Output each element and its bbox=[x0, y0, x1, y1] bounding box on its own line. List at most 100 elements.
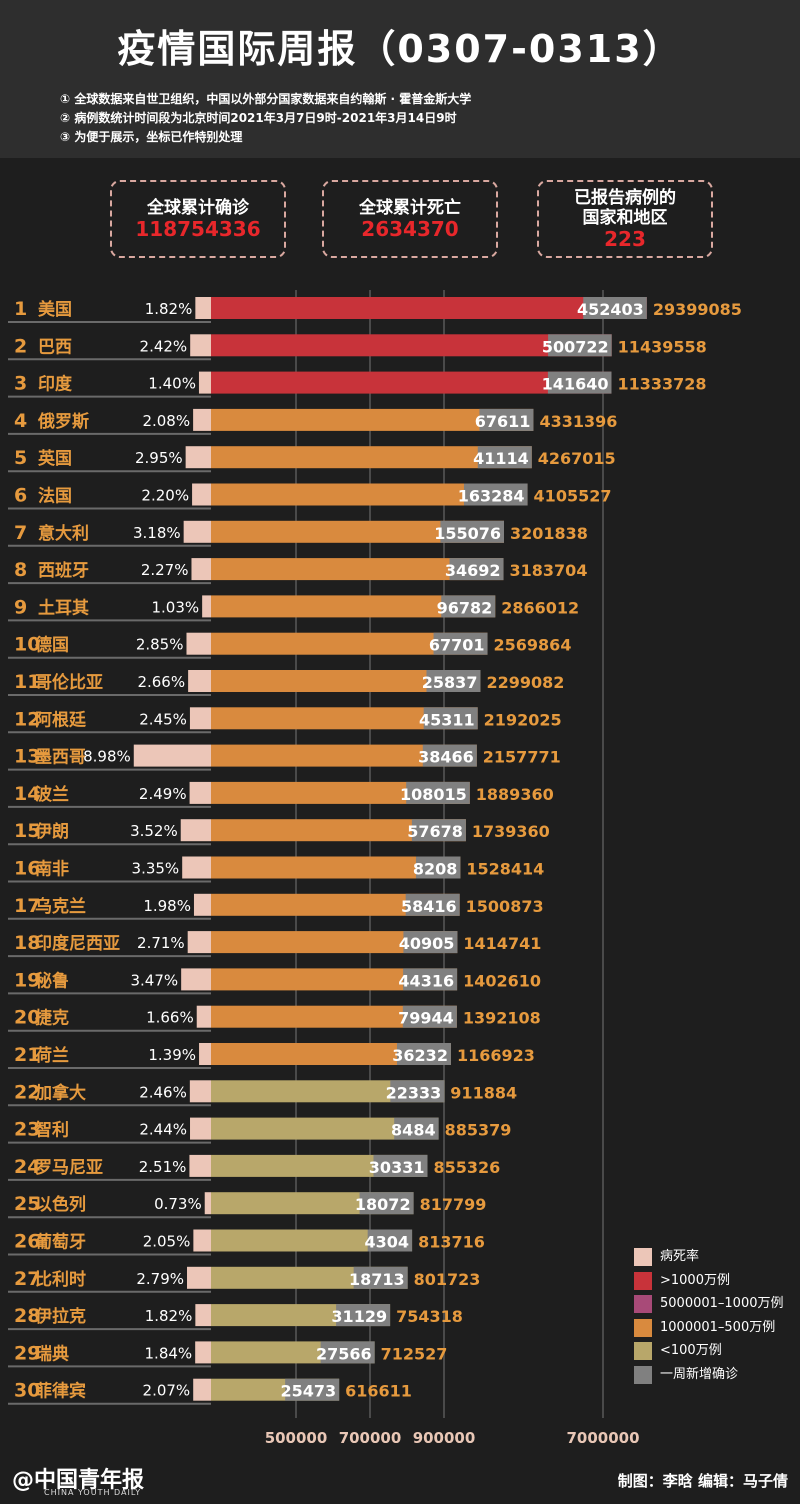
legend-label: <100万例 bbox=[660, 1343, 722, 1359]
axis-tick-label: 7000000 bbox=[566, 1429, 639, 1447]
rate-label: 1.84% bbox=[145, 1344, 193, 1362]
country-label: 瑞典 bbox=[35, 1343, 69, 1364]
weekly-bar bbox=[449, 558, 504, 581]
rate-label: 8.98% bbox=[83, 748, 131, 766]
country-label: 葡萄牙 bbox=[34, 1232, 86, 1253]
axis-tick-label: 900000 bbox=[413, 1429, 476, 1447]
country-label: 土耳其 bbox=[38, 597, 89, 618]
weekly-label: 96782 bbox=[437, 598, 493, 617]
rate-bar bbox=[195, 1341, 211, 1364]
country-label: 比利时 bbox=[35, 1269, 86, 1290]
weekly-bar bbox=[441, 595, 496, 618]
total-label: 801723 bbox=[414, 1270, 481, 1289]
weekly-bar bbox=[373, 1154, 428, 1177]
stat-value: 2634370 bbox=[361, 217, 459, 241]
total-label: 2157771 bbox=[483, 748, 561, 767]
weekly-bar bbox=[463, 483, 528, 506]
weekly-bar bbox=[396, 1043, 451, 1065]
country-label: 加拿大 bbox=[34, 1082, 86, 1103]
weekly-bar bbox=[422, 744, 477, 767]
total-bar bbox=[211, 1229, 413, 1252]
country-label: 南非 bbox=[35, 859, 69, 880]
total-bar bbox=[211, 670, 481, 692]
country-label: 意大利 bbox=[38, 523, 89, 544]
weekly-bar bbox=[359, 1192, 414, 1215]
rank-label: 9 bbox=[14, 596, 27, 618]
rank-label: 3 bbox=[14, 373, 27, 395]
weekly-bar bbox=[411, 819, 466, 842]
total-bar bbox=[211, 297, 647, 319]
total-bar bbox=[211, 856, 461, 879]
legend-swatch bbox=[634, 1366, 652, 1384]
stat-countries: 已报告病例的国家和地区 223 bbox=[537, 180, 713, 258]
weekly-bar bbox=[547, 371, 612, 394]
rate-bar bbox=[192, 483, 211, 506]
rate-bar bbox=[187, 931, 211, 954]
total-label: 1528414 bbox=[466, 860, 544, 879]
weekly-bar bbox=[405, 893, 460, 916]
rate-label: 2.71% bbox=[137, 934, 185, 952]
rate-bar bbox=[193, 408, 211, 431]
weekly-label: 25837 bbox=[422, 673, 478, 692]
total-label: 11439558 bbox=[618, 337, 707, 356]
rank-label: 17 bbox=[14, 895, 40, 917]
weekly-label: 18072 bbox=[355, 1195, 411, 1214]
axis-tick-label: 500000 bbox=[265, 1429, 328, 1447]
country-label: 印度 bbox=[38, 374, 73, 395]
rate-label: 2.27% bbox=[141, 561, 189, 579]
stat-value: 118754336 bbox=[135, 217, 261, 241]
country-label: 哥伦比亚 bbox=[35, 672, 103, 693]
weekly-label: 22333 bbox=[386, 1083, 442, 1102]
total-bar bbox=[211, 1043, 451, 1065]
rank-label: 13 bbox=[14, 746, 40, 768]
total-label: 3201838 bbox=[510, 524, 588, 543]
total-bar bbox=[211, 632, 488, 655]
total-label: 2192025 bbox=[484, 710, 562, 729]
rank-label: 8 bbox=[14, 559, 27, 581]
country-label: 俄罗斯 bbox=[37, 411, 89, 432]
country-label: 捷克 bbox=[35, 1008, 69, 1029]
rate-bar bbox=[182, 856, 211, 879]
total-bar bbox=[211, 558, 504, 581]
axis-tick-label: 700000 bbox=[339, 1429, 402, 1447]
weekly-label: 36232 bbox=[392, 1046, 448, 1065]
page-title: 疫情国际周报（0307-0313） bbox=[117, 27, 683, 71]
total-label: 2299082 bbox=[486, 673, 564, 692]
rate-label: 2.08% bbox=[142, 412, 190, 430]
weekly-bar bbox=[415, 856, 461, 879]
total-bar bbox=[211, 931, 458, 954]
weekly-bar bbox=[433, 632, 488, 655]
total-label: 1166923 bbox=[457, 1046, 535, 1065]
legend-label: 5000001–1000万例 bbox=[660, 1296, 784, 1312]
country-label: 罗马尼亚 bbox=[35, 1158, 103, 1178]
total-label: 11333728 bbox=[617, 375, 706, 394]
rank-label: 7 bbox=[14, 522, 27, 544]
weekly-label: 40905 bbox=[399, 934, 455, 953]
rate-bar bbox=[193, 1229, 211, 1252]
weekly-bar bbox=[285, 1378, 340, 1401]
weekly-label: 452403 bbox=[577, 300, 644, 319]
rank-label: 29 bbox=[14, 1342, 40, 1364]
total-label: 4267015 bbox=[538, 449, 616, 468]
weekly-bar bbox=[406, 781, 470, 804]
total-label: 885379 bbox=[445, 1121, 512, 1140]
total-label: 911884 bbox=[450, 1083, 517, 1102]
rate-label: 2.45% bbox=[139, 710, 187, 728]
total-label: 2569864 bbox=[494, 636, 572, 655]
rate-label: 1.98% bbox=[143, 897, 191, 915]
weekly-label: 163284 bbox=[458, 487, 525, 506]
weekly-label: 34692 bbox=[445, 561, 501, 580]
legend-swatch bbox=[634, 1318, 652, 1337]
rate-bar bbox=[199, 1043, 211, 1065]
country-label: 阿根廷 bbox=[35, 709, 87, 730]
rank-label: 18 bbox=[14, 932, 40, 954]
rate-label: 2.46% bbox=[139, 1083, 187, 1101]
rank-label: 27 bbox=[14, 1268, 40, 1290]
total-bar bbox=[211, 408, 534, 431]
rank-label: 20 bbox=[14, 1007, 40, 1029]
rate-label: 1.40% bbox=[148, 375, 196, 393]
country-label: 波兰 bbox=[35, 784, 69, 805]
rate-label: 3.47% bbox=[131, 971, 179, 989]
note-period: ② 病例数统计时间段为北京时间2021年3月7日9时-2021年3月14日9时 bbox=[60, 111, 457, 125]
country-label: 美国 bbox=[38, 299, 72, 320]
